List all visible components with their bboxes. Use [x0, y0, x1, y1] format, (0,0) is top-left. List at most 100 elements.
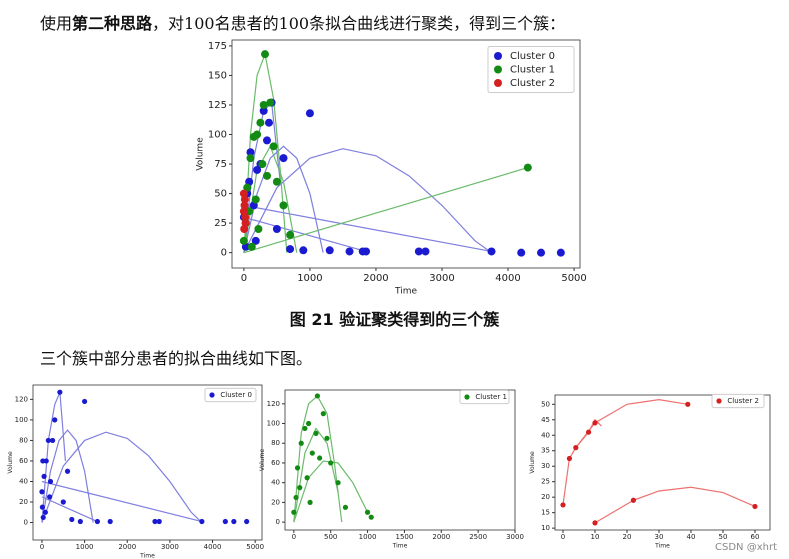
- x-tick-label: 0: [561, 533, 565, 541]
- point: [309, 450, 315, 456]
- point: [592, 520, 598, 526]
- point: [272, 225, 281, 234]
- legend-label: Cluster 0: [510, 51, 555, 62]
- x-tick-label: 10: [591, 533, 600, 541]
- legend-marker: [464, 394, 470, 400]
- y-tick-label: 0: [221, 248, 227, 259]
- point: [302, 425, 308, 432]
- y-tick-label: 150: [208, 70, 227, 81]
- x-axis-label: Time: [394, 287, 417, 297]
- y-tick-label: 40: [19, 477, 28, 485]
- point: [313, 430, 319, 436]
- point: [266, 98, 275, 107]
- point: [57, 389, 63, 395]
- point: [421, 247, 430, 256]
- point: [298, 440, 304, 446]
- point: [261, 50, 270, 59]
- point: [293, 494, 299, 501]
- x-tick-label: 0: [241, 273, 247, 284]
- point: [291, 509, 297, 515]
- x-tick-label: 40: [687, 533, 696, 541]
- point: [335, 480, 341, 486]
- point: [239, 207, 248, 216]
- legend-marker: [716, 398, 722, 404]
- fit-curve: [243, 148, 492, 254]
- x-tick-label: 4000: [204, 543, 222, 551]
- y-tick-label: 125: [208, 100, 227, 111]
- x-tick-label: 2000: [118, 543, 136, 551]
- legend-marker: [209, 392, 215, 398]
- point: [231, 518, 237, 525]
- point: [317, 455, 323, 461]
- x-tick-label: 3000: [161, 543, 179, 551]
- fit-curve: [293, 427, 339, 523]
- x-tick-label: 0: [292, 533, 296, 541]
- point: [40, 458, 46, 464]
- y-tick-label: 100: [267, 420, 280, 428]
- bold-text: 第二种思路: [72, 14, 153, 33]
- x-tick-label: 5000: [246, 543, 264, 551]
- x-tick-label: 2500: [469, 533, 487, 541]
- legend-marker: [494, 79, 502, 87]
- point: [253, 165, 262, 174]
- point: [487, 247, 496, 256]
- point: [246, 154, 255, 163]
- point: [251, 195, 260, 204]
- point: [294, 465, 301, 471]
- y-tick-label: 20: [541, 493, 550, 501]
- point: [328, 460, 334, 466]
- fit-curve: [243, 204, 492, 253]
- point: [246, 148, 255, 157]
- caption-text: 图 21 验证聚类得到的三个簇: [289, 310, 500, 329]
- y-tick-label: 60: [271, 459, 280, 467]
- x-tick-label: 3000: [429, 273, 454, 284]
- y-tick-label: 25: [541, 478, 550, 486]
- point: [262, 171, 271, 180]
- watermark: CSDN @xhrt: [715, 542, 777, 553]
- y-tick-label: 50: [541, 400, 550, 408]
- legend-box: [204, 387, 257, 403]
- point: [41, 473, 47, 479]
- fit-curve: [41, 429, 94, 523]
- x-tick-label: 4000: [495, 273, 520, 284]
- intro: 使用第二种思路，对100名患者的100条拟合曲线进行聚类，得到三个簇：: [40, 10, 565, 34]
- point: [585, 429, 592, 435]
- legend-marker: [494, 65, 502, 74]
- y-tick-label: 60: [19, 457, 28, 465]
- point: [240, 195, 249, 204]
- point: [272, 177, 281, 186]
- legend-marker: [494, 52, 502, 60]
- point: [523, 163, 532, 172]
- y-tick-label: 0: [24, 519, 28, 527]
- y-tick-label: 120: [267, 400, 280, 408]
- point: [251, 236, 260, 245]
- y-tick-label: 80: [271, 439, 280, 447]
- point: [592, 420, 598, 426]
- x-tick-label: 2000: [363, 273, 388, 284]
- x-tick-label: 1000: [76, 543, 94, 551]
- x-tick-label: 5000: [561, 273, 586, 284]
- y-tick-label: 30: [541, 462, 550, 470]
- point: [64, 468, 71, 474]
- y-axis-label: Volume: [7, 451, 14, 474]
- fit-curve: [41, 496, 98, 523]
- x-tick-label: 3000: [506, 533, 524, 541]
- paragraph: 三个簇中部分患者的拟合曲线如下图。: [40, 349, 313, 368]
- point: [368, 514, 374, 520]
- point: [305, 420, 312, 427]
- point: [256, 118, 265, 127]
- x-tick-label: 30: [655, 533, 664, 541]
- point: [77, 518, 83, 525]
- y-tick-label: 35: [541, 447, 550, 455]
- point: [45, 437, 51, 444]
- fit-curve: [594, 486, 756, 524]
- point: [40, 514, 46, 521]
- text: 使用: [40, 14, 73, 33]
- y-tick-label: 80: [19, 436, 28, 444]
- point: [304, 475, 310, 481]
- point: [243, 183, 252, 192]
- point: [342, 504, 349, 510]
- point: [259, 106, 268, 115]
